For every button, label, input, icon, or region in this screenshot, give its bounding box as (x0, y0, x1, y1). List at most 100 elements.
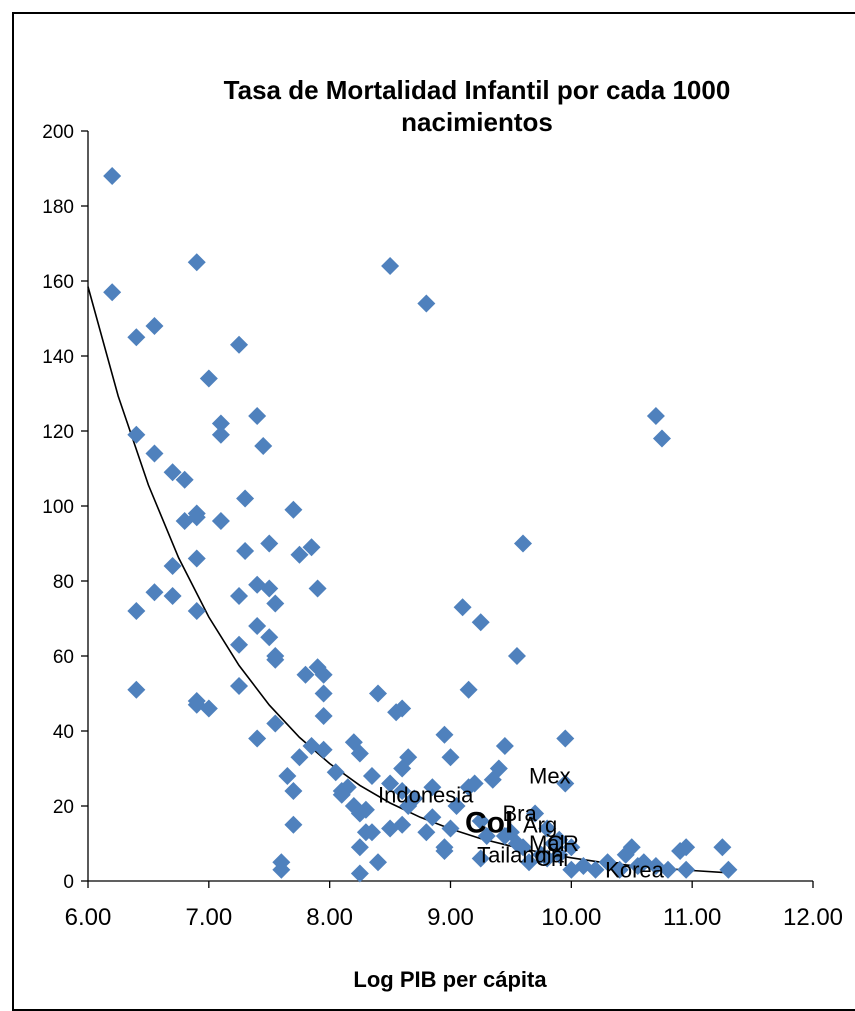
data-point (266, 714, 285, 733)
point-annotation: Arg (523, 812, 557, 837)
data-point (562, 838, 581, 857)
data-point (290, 545, 309, 564)
data-point (272, 860, 291, 879)
data-points (103, 167, 738, 883)
point-annotation: Col (465, 806, 513, 839)
data-point (677, 860, 696, 879)
data-point (187, 549, 206, 568)
data-point (381, 774, 400, 793)
data-point (127, 328, 146, 347)
chart-title-line-1: Tasa de Mortalidad Infantil por cada 100… (224, 75, 731, 105)
data-point (713, 838, 732, 857)
data-point (248, 617, 267, 635)
data-point (550, 845, 569, 864)
data-point (435, 725, 454, 744)
y-tick-label: 120 (42, 422, 74, 443)
data-point (659, 860, 677, 879)
data-point (507, 647, 526, 665)
scatter-chart: Tasa de Mortalidad Infantil por cada 100… (42, 75, 843, 992)
y-tick-label: 0 (63, 872, 74, 893)
data-point (314, 665, 333, 684)
point-annotation: Bra (502, 801, 537, 826)
data-point (211, 512, 230, 530)
data-point (586, 860, 605, 879)
data-point (622, 838, 641, 857)
data-point (350, 838, 369, 857)
data-point (248, 729, 267, 748)
data-point (441, 748, 460, 767)
data-point (278, 767, 297, 785)
x-axis-label: Log PIB per cápita (353, 967, 547, 992)
data-point (163, 557, 182, 575)
data-point (399, 797, 418, 815)
data-point (471, 613, 490, 632)
data-point (417, 294, 436, 313)
data-point (399, 748, 418, 767)
x-tick-label: 8.00 (306, 904, 353, 931)
x-tick-label: 11.00 (663, 904, 721, 931)
data-point (230, 587, 249, 605)
data-point (646, 407, 665, 425)
y-tick-label: 140 (42, 347, 74, 368)
data-point (550, 830, 569, 849)
point-annotation: CR (547, 831, 579, 856)
data-point (514, 838, 532, 857)
data-point (652, 429, 671, 448)
data-point (145, 583, 164, 602)
data-point (236, 489, 255, 508)
data-point (230, 635, 249, 654)
y-tick-label: 20 (53, 797, 74, 818)
point-annotation: Chi (535, 846, 568, 871)
data-point (507, 834, 526, 853)
data-point (127, 680, 146, 699)
data-point (266, 594, 285, 613)
data-point (435, 842, 454, 860)
point-annotation: Mex (529, 764, 571, 789)
data-point (350, 744, 369, 763)
data-point (284, 782, 303, 800)
y-tick-label: 180 (42, 197, 74, 218)
data-point (103, 283, 122, 302)
data-point (254, 437, 273, 455)
data-point (356, 800, 375, 819)
data-point (284, 815, 303, 834)
data-point (308, 579, 327, 598)
data-point (677, 838, 696, 857)
y-tick-label: 200 (42, 122, 74, 143)
data-point (369, 684, 387, 703)
data-point (260, 628, 279, 647)
data-point (719, 860, 738, 879)
data-point (236, 542, 255, 560)
data-point (314, 707, 333, 725)
data-point (471, 849, 490, 868)
point-annotation: Korea (605, 857, 664, 882)
data-point (163, 587, 182, 605)
data-point (332, 785, 351, 804)
data-point (145, 317, 164, 335)
data-point (514, 534, 532, 553)
data-point (175, 470, 194, 489)
data-point (393, 815, 412, 834)
data-point (453, 598, 472, 617)
y-tick-label: 60 (53, 647, 74, 668)
data-point (199, 369, 218, 388)
data-point (598, 853, 617, 872)
y-tick-label: 80 (53, 572, 74, 593)
axes: 0 20 40 60 80 100 120 140 160 180 200 6.00 7.00 8.00 9… (42, 122, 843, 931)
data-point (465, 774, 484, 793)
data-point (441, 819, 460, 838)
data-point (369, 853, 387, 872)
data-point (362, 767, 381, 785)
data-point (314, 740, 333, 759)
data-point (423, 808, 442, 827)
data-point (393, 782, 412, 800)
data-point (248, 407, 267, 425)
data-point (296, 665, 315, 684)
data-point (230, 677, 249, 695)
data-point (520, 853, 539, 872)
point-annotation: Indonesia (378, 782, 474, 807)
data-point (477, 827, 496, 845)
data-point (103, 167, 122, 185)
data-point (381, 257, 400, 275)
